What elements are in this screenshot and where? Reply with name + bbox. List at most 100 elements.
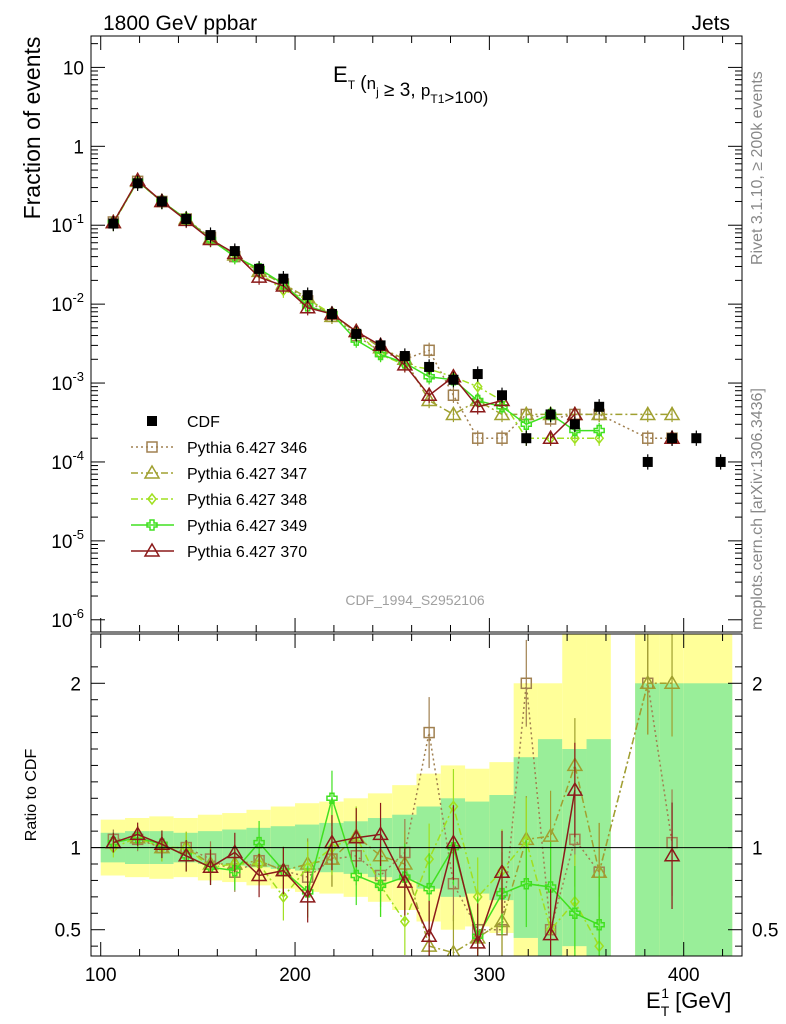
ratio-point — [593, 919, 605, 931]
rivet-label: Rivet 3.1.10, ≥ 200k events — [749, 71, 766, 265]
ratio-point — [423, 726, 435, 739]
ratio-point — [493, 863, 511, 878]
data-point — [326, 308, 337, 319]
legend-marker — [143, 464, 161, 479]
ratio-point — [639, 674, 657, 690]
legend-label: Pythia 6.427 347 — [187, 466, 307, 483]
ratio-point — [226, 844, 244, 859]
data-point — [445, 405, 462, 421]
x-tick-label: 300 — [474, 965, 506, 986]
ratio-point — [423, 882, 435, 895]
data-point — [375, 340, 386, 351]
y-tick-label: 10-6 — [51, 606, 84, 632]
ratio-y-tick-label: 2 — [70, 674, 81, 695]
data-point — [108, 218, 119, 229]
data-point — [715, 456, 726, 467]
legend-label: Pythia 6.427 370 — [187, 544, 307, 561]
series-line — [113, 180, 672, 438]
data-point — [569, 432, 580, 445]
data-point — [642, 456, 653, 467]
data-point — [593, 424, 605, 437]
main-panel-frame — [90, 35, 743, 633]
data-point — [275, 277, 292, 292]
legend-entry: Pythia 6.427 346 — [131, 440, 307, 457]
data-point — [299, 299, 316, 314]
data-point — [667, 433, 678, 444]
ratio-point — [399, 871, 411, 883]
ratio-point — [374, 879, 387, 892]
y-axis-label-main: Fraction of events — [19, 37, 45, 220]
ratio-y-tick-label: 1 — [70, 839, 81, 860]
legend-label: CDF — [187, 414, 220, 431]
ratio-point — [275, 862, 292, 877]
data-point — [590, 405, 608, 421]
data-point — [205, 230, 216, 241]
data-point — [663, 405, 681, 421]
data-point — [471, 432, 484, 444]
legend-label: Pythia 6.427 348 — [187, 492, 307, 509]
data-point — [420, 386, 438, 402]
band-inner — [683, 683, 708, 956]
data-point — [497, 390, 508, 401]
series-cdf — [108, 175, 726, 470]
mcplots-label: mcplots.cern.ch [arXiv:1306.3436] — [749, 388, 766, 630]
data-point — [448, 374, 459, 385]
data-point — [447, 389, 460, 402]
watermark: CDF_1994_S2952106 — [345, 592, 485, 608]
chart-title: ET (nj ≥ 3, pT1>100) — [333, 62, 488, 107]
series-pythia-6-427-370 — [105, 171, 681, 446]
ratio-point — [566, 781, 584, 796]
ratio-point — [153, 835, 171, 851]
ratio-point — [496, 887, 508, 900]
ratio-point — [420, 927, 438, 943]
ratio-point — [544, 881, 557, 893]
ratio-point — [663, 847, 681, 862]
header-left: 1800 GeV ppbar — [103, 12, 257, 35]
ratio-point — [372, 825, 389, 841]
ratio-point — [471, 930, 484, 943]
data-point — [156, 196, 167, 207]
x-tick-label: 400 — [668, 965, 700, 986]
ratio-y-tick-label-right: 2 — [752, 674, 763, 695]
data-point — [542, 429, 559, 444]
ratio-point — [202, 858, 219, 874]
ratio-point — [326, 792, 338, 805]
data-point — [639, 405, 657, 421]
ratio-point — [350, 869, 363, 882]
data-point — [424, 361, 435, 372]
main-panel-series — [105, 171, 726, 470]
ratio-point — [569, 907, 581, 920]
data-point — [691, 433, 702, 444]
x-axis-label-text: ET1 [GeV] — [646, 985, 731, 1019]
data-point — [229, 246, 240, 257]
data-point — [374, 348, 387, 361]
ratio-point — [542, 827, 559, 842]
ratio-y-tick-label: 0.5 — [55, 921, 81, 942]
data-point — [493, 405, 511, 421]
legend-entry: Pythia 6.427 349 — [131, 518, 307, 535]
ratio-y-tick-label-right: 0.5 — [752, 921, 778, 942]
data-point — [521, 433, 532, 444]
data-point — [642, 432, 654, 444]
x-tick-label: 100 — [85, 965, 117, 986]
y-tick-label: 10-3 — [51, 369, 84, 395]
main-title: ET (nj ≥ 3, pT1>100) — [333, 62, 488, 107]
data-point — [545, 409, 556, 420]
legend-entry: Pythia 6.427 370 — [131, 542, 307, 561]
data-point — [302, 290, 313, 301]
data-point — [594, 432, 605, 445]
ratio-point — [301, 886, 314, 898]
y-axis-label-ratio: Ratio to CDF — [23, 749, 40, 842]
data-point — [520, 418, 533, 431]
legend-marker — [146, 441, 158, 453]
data-point — [472, 380, 483, 393]
legend: CDF Pythia 6.427 346 Pythia 6.427 347 Pythi… — [131, 414, 307, 561]
x-tick-label: 200 — [279, 965, 311, 986]
ratio-point — [347, 829, 365, 844]
data-point — [278, 273, 289, 284]
ratio-panel-frame — [90, 633, 743, 957]
ratio-point — [469, 934, 487, 949]
data-point — [496, 432, 508, 444]
data-point — [351, 328, 362, 339]
